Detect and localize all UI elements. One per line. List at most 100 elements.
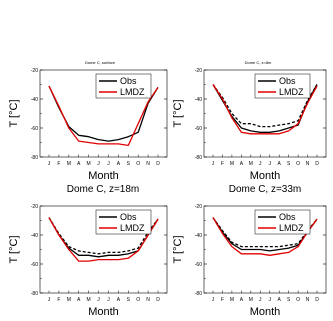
x-tick-label: F	[57, 297, 60, 303]
x-tick-label: M	[230, 161, 234, 167]
panel-1: Dome C, surface-20-40-60-80J F M A M J J A S O N DM…	[8, 60, 168, 182]
y-axis-label: T [°C]	[172, 235, 184, 263]
legend-box	[254, 73, 311, 99]
x-tick-label: D	[156, 161, 160, 167]
series-line-lmdz	[48, 85, 159, 147]
x-tick-label: D	[315, 161, 319, 167]
x-tick-label: S	[127, 161, 131, 167]
x-tick-label: F	[221, 161, 224, 167]
x-tick-label: O	[136, 297, 140, 303]
legend-label-obs: Obs	[120, 76, 137, 86]
y-tick-label: -80	[195, 291, 202, 297]
x-tick-label: J	[259, 297, 262, 303]
legend-label-lmdz: LMDZ	[120, 223, 145, 233]
x-axis-label: Month	[250, 170, 281, 182]
x-tick-label: A	[77, 297, 81, 303]
x-tick-label: A	[278, 297, 282, 303]
x-tick-label: N	[146, 297, 150, 303]
legend-label-obs: Obs	[120, 212, 137, 222]
x-tick-label: N	[306, 297, 310, 303]
y-tick-label: -80	[31, 155, 38, 161]
x-tick-label: M	[67, 297, 71, 303]
y-tick-label: -80	[195, 155, 202, 161]
x-tick-label: F	[221, 297, 224, 303]
x-tick-label: S	[127, 297, 131, 303]
x-tick-label: N	[146, 161, 150, 167]
legend-box	[95, 73, 152, 99]
x-tick-label: D	[156, 297, 160, 303]
x-tick-label: S	[287, 161, 291, 167]
series-line-obs-dashed	[212, 217, 318, 248]
x-tick-label: S	[287, 297, 291, 303]
x-tick-label: J	[48, 297, 51, 303]
panel-4: Dome C, z=33m-20-40-60-80J F M A M J J A S O N DMon…	[172, 184, 327, 318]
panel-3: Dome C, z=18m-20-40-60-80J F M A M J J A S O N DMon…	[8, 184, 168, 318]
x-tick-label: M	[87, 161, 91, 167]
y-tick-label: -40	[31, 233, 38, 239]
legend-box	[254, 209, 311, 235]
x-tick-label: M	[230, 297, 234, 303]
x-tick-label: O	[296, 297, 300, 303]
x-axis-label: Month	[88, 306, 119, 318]
legend-label-obs: Obs	[279, 76, 296, 86]
x-tick-label: J	[212, 161, 215, 167]
x-tick-label: M	[249, 297, 253, 303]
legend-label-obs: Obs	[279, 212, 296, 222]
x-tick-label: A	[77, 161, 81, 167]
x-tick-label: M	[87, 297, 91, 303]
y-tick-label: -60	[195, 126, 202, 132]
legend-label-lmdz: LMDZ	[120, 87, 145, 97]
legend-box	[95, 209, 152, 235]
y-tick-label: -60	[31, 126, 38, 132]
y-axis-label: T [°C]	[8, 235, 20, 263]
x-tick-label: A	[117, 161, 121, 167]
y-axis-label: T [°C]	[8, 99, 20, 127]
x-tick-label: J	[107, 161, 110, 167]
x-tick-label: J	[97, 297, 100, 303]
x-tick-label: A	[240, 297, 244, 303]
x-tick-label: J	[212, 297, 215, 303]
chart-title: Dome C, surface	[85, 60, 116, 65]
x-tick-label: J	[107, 297, 110, 303]
x-tick-label: F	[57, 161, 60, 167]
y-axis-label: T [°C]	[172, 99, 184, 127]
y-tick-label: -20	[31, 68, 38, 74]
x-tick-label: M	[67, 161, 71, 167]
y-tick-label: -20	[31, 204, 38, 210]
x-tick-label: J	[268, 161, 271, 167]
x-tick-label: J	[259, 161, 262, 167]
y-tick-label: -60	[195, 262, 202, 268]
x-tick-label: J	[97, 161, 100, 167]
x-tick-label: A	[117, 297, 121, 303]
chart-title: Dome C, z=18m	[67, 184, 140, 195]
x-tick-label: A	[240, 161, 244, 167]
y-tick-label: -60	[31, 262, 38, 268]
y-tick-label: -40	[195, 97, 202, 103]
x-tick-label: O	[136, 161, 140, 167]
chart-title: Dome C, z=8m	[245, 60, 272, 65]
chart-title: Dome C, z=33m	[229, 184, 302, 195]
legend-label-lmdz: LMDZ	[279, 87, 304, 97]
legend-label-lmdz: LMDZ	[279, 223, 304, 233]
y-tick-label: -40	[31, 97, 38, 103]
x-tick-label: A	[278, 161, 282, 167]
y-tick-label: -20	[195, 204, 202, 210]
x-axis-label: Month	[250, 306, 281, 318]
series-line-obs-dashed	[48, 217, 159, 255]
x-tick-label: N	[306, 161, 310, 167]
series-line-obs-dashed	[212, 84, 318, 128]
y-tick-label: -20	[195, 68, 202, 74]
series-line-lmdz	[212, 217, 318, 256]
panel-2: Dome C, z=8m-20-40-60-80J F M A M J J A S O N DMont…	[172, 60, 327, 182]
y-tick-label: -40	[195, 233, 202, 239]
x-axis-label: Month	[88, 170, 119, 182]
series-line-lmdz	[212, 84, 318, 135]
series-line-lmdz	[48, 217, 159, 262]
y-tick-label: -80	[31, 291, 38, 297]
x-tick-label: D	[315, 297, 319, 303]
